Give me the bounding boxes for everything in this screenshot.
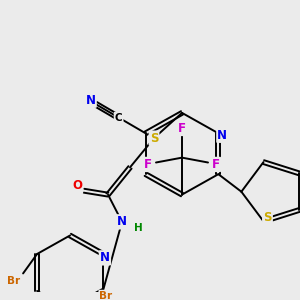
Text: N: N: [218, 129, 227, 142]
Text: S: S: [150, 132, 158, 145]
Text: Br: Br: [7, 276, 20, 286]
Text: O: O: [72, 179, 82, 192]
Text: N: N: [117, 215, 127, 228]
Text: S: S: [263, 211, 272, 224]
Text: F: F: [178, 122, 186, 135]
Text: Br: Br: [99, 291, 112, 300]
Text: H: H: [134, 223, 142, 233]
Text: N: N: [85, 94, 96, 107]
Text: C: C: [115, 113, 122, 123]
Text: F: F: [212, 158, 220, 171]
Text: N: N: [100, 251, 110, 264]
Text: F: F: [144, 158, 152, 171]
